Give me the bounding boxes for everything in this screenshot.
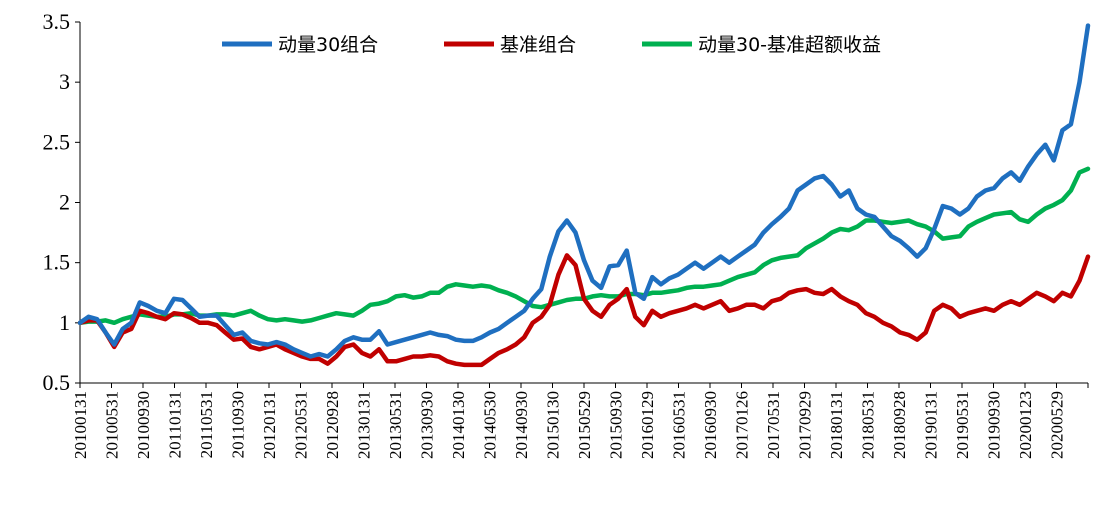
y-tick-labels: 0.5 1 1.5 2 2.5 3 3.5: [43, 9, 71, 395]
x-tick-label: 20100131: [71, 391, 90, 459]
y-tick-label: 2.5: [43, 129, 71, 154]
x-tick-label: 20110531: [197, 391, 216, 458]
x-tick-label: 20200529: [1048, 391, 1067, 459]
legend-label-1: 基准组合: [500, 34, 576, 56]
x-tick-label: 20180131: [827, 391, 846, 459]
series-line-1: [77, 253, 1091, 368]
y-tick-label: 3.5: [43, 9, 71, 34]
x-tick-label: 20130531: [386, 391, 405, 459]
x-tick-label: 20110930: [229, 391, 248, 458]
x-tick-label: 20170126: [733, 391, 752, 459]
x-tick-labels: 20100131 20100531 20100930 20110131 20110531…: [71, 391, 1067, 459]
x-tick-label: 20140930: [512, 391, 531, 459]
plot-lines: [77, 23, 1091, 368]
x-tick-label: 20150930: [607, 391, 626, 459]
x-tick-label: 20140130: [449, 391, 468, 459]
y-tick-label: 1: [59, 310, 70, 335]
x-tick-label: 20110131: [166, 391, 185, 458]
x-tick-label: 20120531: [292, 391, 311, 459]
legend-label-2: 动量30-基准超额收益: [698, 34, 881, 56]
x-tick-label: 20100930: [134, 391, 153, 459]
y-tick-label: 3: [59, 69, 70, 94]
x-tick-label: 20100531: [103, 391, 122, 459]
x-tick-label: 20160129: [638, 391, 657, 459]
x-tick-label: 20190531: [953, 391, 972, 459]
x-tick-label: 20190930: [985, 391, 1004, 459]
x-tick-label: 20160930: [701, 391, 720, 459]
x-tick-label: 20160531: [670, 391, 689, 459]
x-tick-label: 20170929: [796, 391, 815, 459]
y-tick-label: 0.5: [43, 370, 71, 395]
x-tick-label: 20150130: [544, 391, 563, 459]
legend-label-0: 动量30组合: [278, 34, 378, 56]
x-tick-label: 20130930: [418, 391, 437, 459]
x-tick-label: 20180928: [890, 391, 909, 459]
x-tick-label: 20120928: [323, 391, 342, 459]
x-tick-label: 20120131: [260, 391, 279, 459]
x-tick-label: 20170531: [764, 391, 783, 459]
x-tick-label: 20150529: [575, 391, 594, 459]
series-line-0: [77, 23, 1091, 359]
x-tick-label: 20200123: [1016, 391, 1035, 459]
x-tick-label: 20130131: [355, 391, 374, 459]
y-tick-label: 1.5: [43, 250, 71, 275]
x-tick-label: 20140530: [481, 391, 500, 459]
x-tick-label: 20180531: [859, 391, 878, 459]
x-tick-label: 20190131: [922, 391, 941, 459]
y-tick-label: 2: [59, 190, 70, 215]
legend: 动量30组合 基准组合 动量30-基准超额收益: [222, 34, 881, 56]
